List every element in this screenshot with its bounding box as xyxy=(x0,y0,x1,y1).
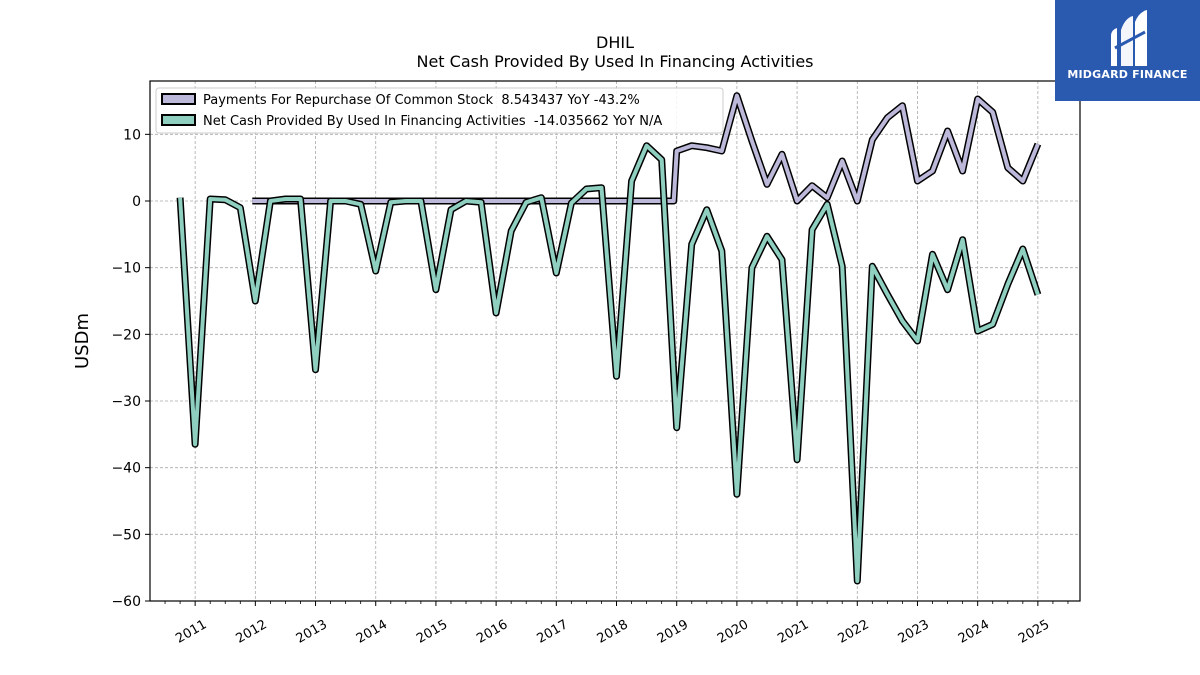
legend-label-financing: Net Cash Provided By Used In Financing A… xyxy=(203,114,662,129)
y-tick-label: −40 xyxy=(111,461,141,477)
axis-layer: 10 0 −10 −20 −30 −40 −50 −60 2011 2012 2013 2014 201… xyxy=(111,127,1069,647)
logo-text: MIDGARD FINANCE xyxy=(1067,68,1188,81)
series-layer xyxy=(176,92,1042,585)
y-tick-label: −60 xyxy=(111,594,141,610)
y-tick-label: 10 xyxy=(123,127,141,143)
x-tick-label: 2016 xyxy=(474,617,510,647)
legend: Payments For Repurchase Of Common Stock … xyxy=(155,87,724,134)
y-tick-label: −30 xyxy=(111,394,141,410)
y-tick-label: −50 xyxy=(111,527,141,543)
x-tick-label: 2012 xyxy=(234,617,270,647)
chart-subtitle: Net Cash Provided By Used In Financing A… xyxy=(416,52,814,71)
x-tick-label: 2025 xyxy=(1016,617,1052,647)
y-tick-label: 0 xyxy=(132,194,141,210)
x-tick-label: 2021 xyxy=(775,617,811,647)
x-tick-label: 2019 xyxy=(655,617,691,647)
x-tick-label: 2017 xyxy=(534,617,570,647)
series-outline-financing xyxy=(176,142,1042,585)
series-line-repurchase xyxy=(252,93,1040,203)
x-tick-label: 2015 xyxy=(414,617,450,647)
x-tick-label: 2014 xyxy=(354,617,390,647)
x-tick-label: 2013 xyxy=(294,617,330,647)
legend-swatch-repurchase xyxy=(161,93,196,105)
legend-frame xyxy=(155,87,724,134)
series-line-financing xyxy=(178,143,1040,583)
plot-frame xyxy=(149,80,1081,602)
y-tick-label: −20 xyxy=(111,327,141,343)
x-tick-label: 2020 xyxy=(715,617,751,647)
legend-swatch-financing xyxy=(161,114,196,126)
midgard-logo-icon xyxy=(1111,10,1147,66)
midgard-finance-logo: MIDGARD FINANCE xyxy=(1055,0,1200,101)
x-tick-label: 2011 xyxy=(173,617,209,647)
y-axis-label: USDm xyxy=(72,313,93,369)
legend-label-repurchase: Payments For Repurchase Of Common Stock … xyxy=(203,93,640,108)
x-tick-label: 2018 xyxy=(595,617,631,647)
chart-title: DHIL xyxy=(596,33,634,52)
x-tick-label: 2022 xyxy=(835,617,871,647)
x-tick-label: 2023 xyxy=(896,617,932,647)
x-tick-label: 2024 xyxy=(956,617,992,647)
y-tick-label: −10 xyxy=(111,261,141,277)
